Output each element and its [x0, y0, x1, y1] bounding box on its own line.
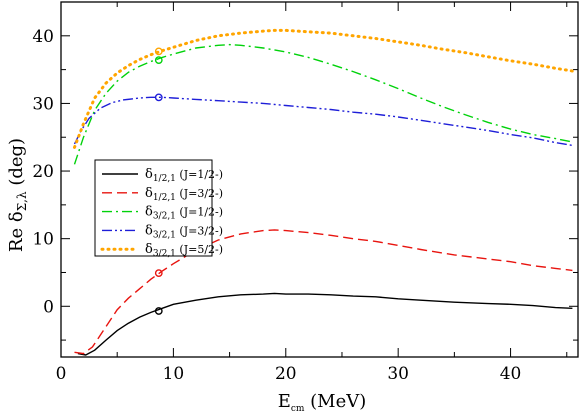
x-tick-label: 10 [163, 364, 185, 384]
series-line-4 [73, 96, 573, 147]
legend-label: δ3/2,1 (J=1/2-) [145, 205, 223, 222]
y-tick-label: 40 [32, 27, 54, 47]
legend-label: δ3/2,1 (J=5/2-) [145, 242, 223, 259]
series-line-1 [77, 292, 573, 356]
series-line-2 [74, 229, 573, 355]
y-tick-label: 0 [43, 297, 54, 317]
series-marker-5 [154, 47, 163, 56]
axis-ticks: 0 10 20 30 40 0 10 20 30 40 [32, 2, 578, 384]
series-line-5 [73, 28, 574, 149]
series-marker-4 [154, 93, 163, 102]
x-axis-title: Ecm (MeV) [278, 391, 367, 414]
y-axis-title: Re δΣ,λ (deg) [6, 138, 29, 252]
x-tick-label: 0 [56, 364, 67, 384]
x-tick-label: 20 [275, 364, 297, 384]
legend-label: δ1/2,1 (J=1/2-) [145, 167, 223, 184]
y-tick-label: 30 [32, 94, 54, 114]
series-layer [73, 28, 574, 356]
series-marker-1 [154, 307, 163, 315]
legend-label: δ3/2,1 (J=3/2-) [145, 223, 223, 240]
legend-box [94, 159, 213, 257]
legend-label: δ1/2,1 (J=3/2-) [145, 186, 223, 203]
y-tick-label: 20 [32, 162, 54, 182]
series-marker-2 [154, 269, 163, 278]
x-tick-label: 30 [387, 364, 409, 384]
legend: δ1/2,1 (J=1/2-) δ1/2,1 (J=3/2-) δ3/2,1 (J=… [94, 159, 223, 259]
y-tick-label: 10 [32, 230, 54, 250]
plot-frame [60, 1, 579, 358]
series-line-3 [73, 43, 573, 165]
x-tick-label: 40 [500, 364, 522, 384]
series-marker-3 [154, 56, 163, 65]
